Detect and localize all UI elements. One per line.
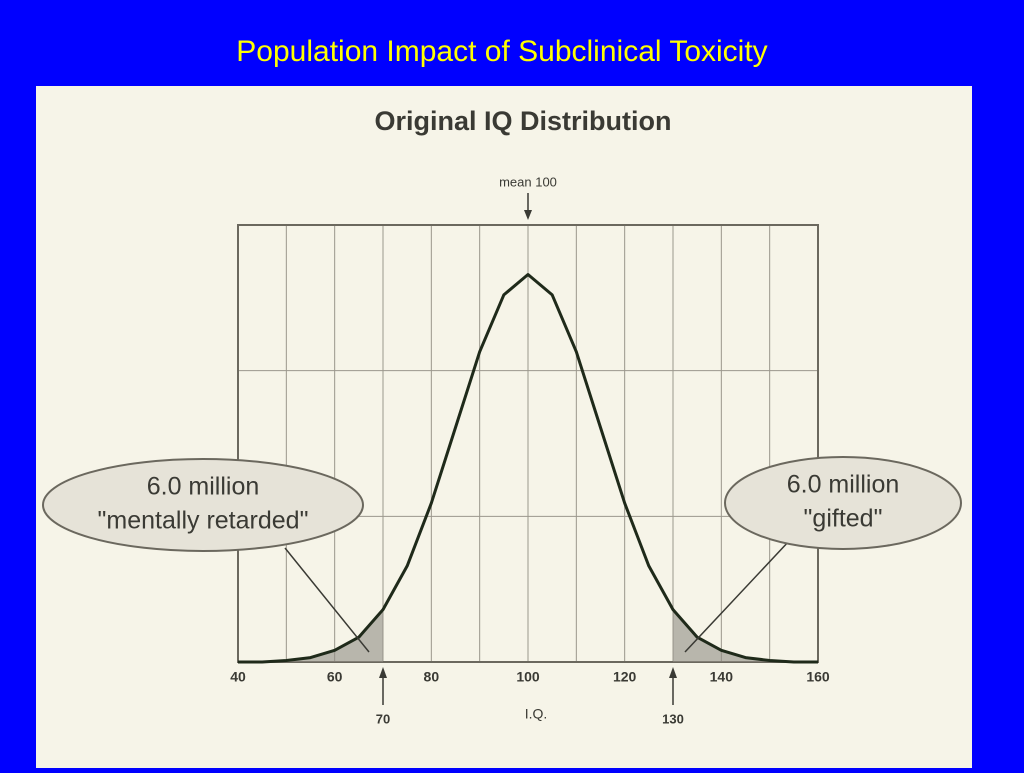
x-tick-label: 140 <box>710 669 734 685</box>
callout-bubble <box>42 458 364 552</box>
callout-text: "mentally retarded" <box>98 507 309 535</box>
cutoff-label: 130 <box>662 711 684 726</box>
callout-pointer <box>684 539 791 653</box>
mean-arrowhead <box>524 210 532 220</box>
cutoff-arrowhead <box>379 667 387 678</box>
x-tick-label: 100 <box>516 669 540 685</box>
x-tick-label: 160 <box>806 669 830 685</box>
callout-text: "gifted" <box>804 505 883 533</box>
x-tick-label: 120 <box>613 669 637 685</box>
callout-bubble <box>724 456 962 550</box>
x-tick-label: 60 <box>327 669 343 685</box>
callout-text: 6.0 million <box>147 473 260 501</box>
mean-label: mean 100 <box>499 174 557 189</box>
curve <box>238 273 818 664</box>
plot-frame <box>237 224 819 663</box>
callout-text: 6.0 million <box>787 471 900 499</box>
cutoff-arrowhead <box>669 667 677 678</box>
tail-shade <box>673 609 818 662</box>
x-axis-label: I.Q. <box>525 706 548 722</box>
slide-title: Population Impact of Subclinical Toxicit… <box>236 35 767 68</box>
chart-title: Original IQ Distribution <box>375 106 672 136</box>
x-tick-label: 40 <box>230 669 246 685</box>
x-tick-label: 80 <box>424 669 440 685</box>
image-panel <box>36 86 972 768</box>
callout-pointer <box>284 547 370 653</box>
tail-shade <box>238 609 383 662</box>
cutoff-label: 70 <box>376 711 390 726</box>
